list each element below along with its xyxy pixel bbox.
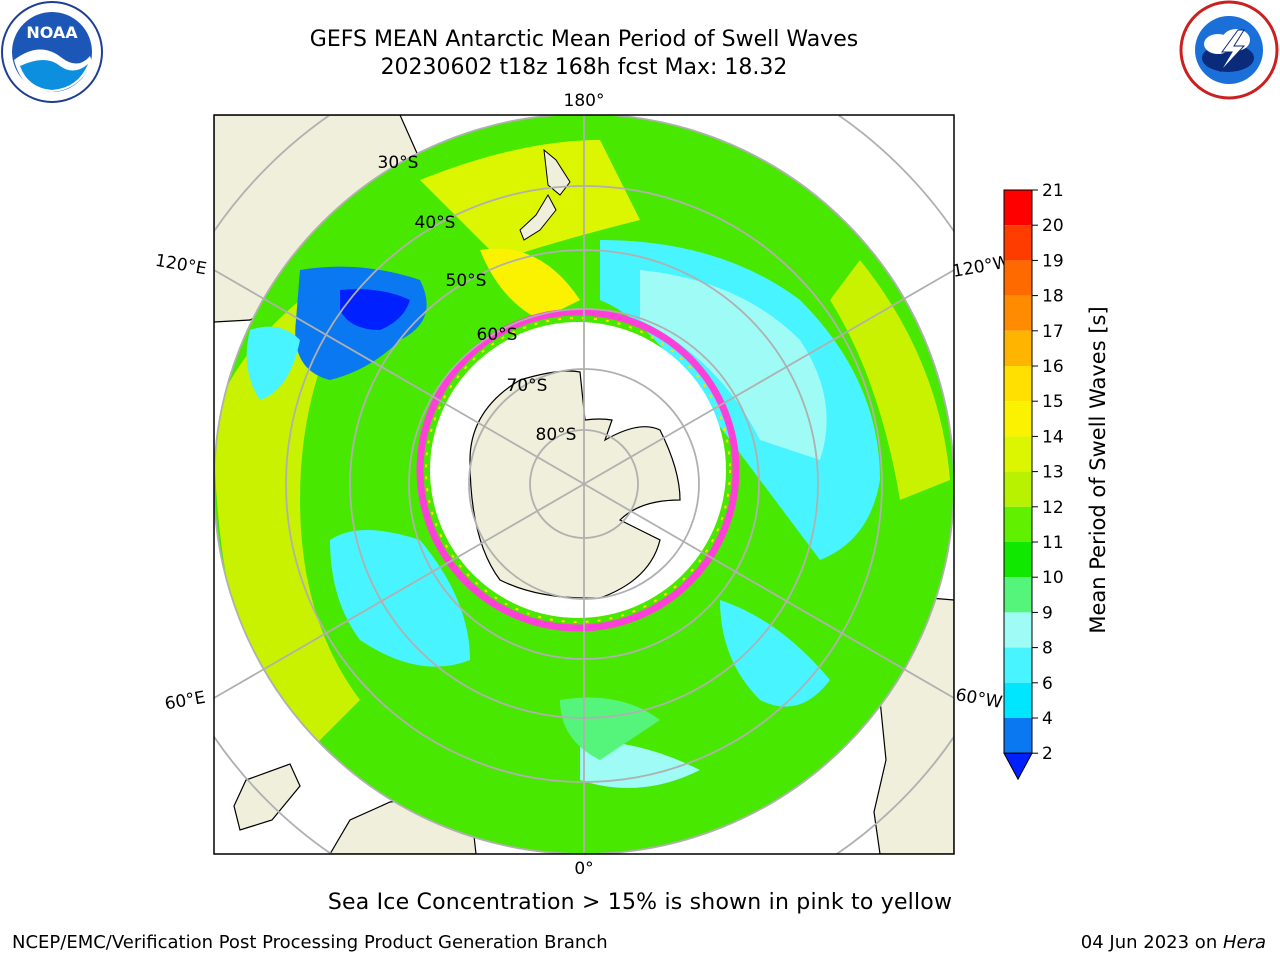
colorbar-segment — [1004, 260, 1032, 296]
colorbar-segment — [1004, 436, 1032, 472]
colorbar-tick-label: 11 — [1042, 533, 1064, 553]
colorbar-segment — [1004, 682, 1032, 718]
lat-label-50s: 50°S — [446, 271, 487, 291]
colorbar-tick-label: 19 — [1042, 251, 1064, 271]
svg-text:NOAA: NOAA — [26, 23, 78, 42]
footer-date-text: 04 Jun 2023 on — [1080, 932, 1223, 953]
colorbar-segment — [1004, 295, 1032, 331]
colorbar-label: Mean Period of Swell Waves [s] — [1086, 306, 1110, 634]
lat-label-70s: 70°S — [507, 376, 548, 396]
footer-date: 04 Jun 2023 on Hera — [1081, 932, 1266, 953]
colorbar-tick-label: 9 — [1042, 603, 1053, 623]
colorbar-tick-label: 13 — [1042, 463, 1064, 483]
colorbar-segment — [1004, 366, 1032, 402]
colorbar-tick-label: 8 — [1042, 639, 1053, 659]
colorbar-segment — [1004, 190, 1032, 226]
colorbar-tick-label: 10 — [1042, 568, 1064, 588]
nws-logo — [1179, 0, 1279, 100]
colorbar-segment — [1004, 225, 1032, 261]
lon-label-180: 180° — [564, 91, 605, 111]
lon-label-120e: 120°E — [154, 251, 208, 280]
colorbar-tick-label: 2 — [1042, 744, 1053, 764]
colorbar-segment — [1004, 542, 1032, 578]
map-title: GEFS MEAN Antarctic Mean Period of Swell… — [309, 27, 859, 52]
colorbar-tick-label: 12 — [1042, 498, 1064, 518]
lon-label-60e: 60°E — [163, 688, 207, 715]
colorbar-tick-label: 4 — [1042, 709, 1053, 729]
map-subtitle: 20230602 t18z 168h fcst Max: 18.32 — [380, 55, 788, 80]
colorbar-segment — [1004, 718, 1032, 754]
colorbar-segment — [1004, 647, 1032, 683]
lat-label-60s: 60°S — [477, 325, 518, 345]
colorbar-segment — [1004, 577, 1032, 613]
footer-host: Hera — [1222, 932, 1266, 953]
colorbar-segment — [1004, 330, 1032, 366]
colorbar-segment — [1004, 506, 1032, 542]
lat-label-30s: 30°S — [378, 153, 419, 173]
colorbar-tick-label: 17 — [1042, 322, 1064, 342]
footer-branch: NCEP/EMC/Verification Post Processing Pr… — [12, 932, 608, 953]
noaa-logo: NOAA — [1, 1, 103, 103]
lat-label-80s: 80°S — [536, 425, 577, 445]
graticule — [214, 115, 954, 854]
colorbar-tick-label: 14 — [1042, 427, 1064, 447]
new-zealand — [519, 148, 571, 241]
colorbar-segment — [1004, 401, 1032, 437]
map-frame — [213, 114, 955, 855]
lat-label-40s: 40°S — [415, 213, 456, 233]
colorbar: 2 4 6 8 9 10 11 12 13 14 15 16 17 18 19 20 21 — [1003, 181, 1064, 781]
sea-ice-caption: Sea Ice Concentration > 15% is shown in … — [327, 890, 953, 915]
colorbar-extend-low — [1003, 752, 1033, 781]
colorbar-tick-label: 6 — [1042, 674, 1053, 694]
colorbar-segment — [1004, 612, 1032, 648]
colorbar-tick-label: 20 — [1042, 216, 1064, 236]
lon-label-0: 0° — [574, 859, 593, 879]
colorbar-segment — [1004, 471, 1032, 507]
colorbar-tick-label: 15 — [1042, 392, 1064, 412]
colorbar-tick-label: 16 — [1042, 357, 1064, 377]
colorbar-tick-label: 21 — [1042, 181, 1064, 201]
colorbar-tick-label: 18 — [1042, 287, 1064, 307]
